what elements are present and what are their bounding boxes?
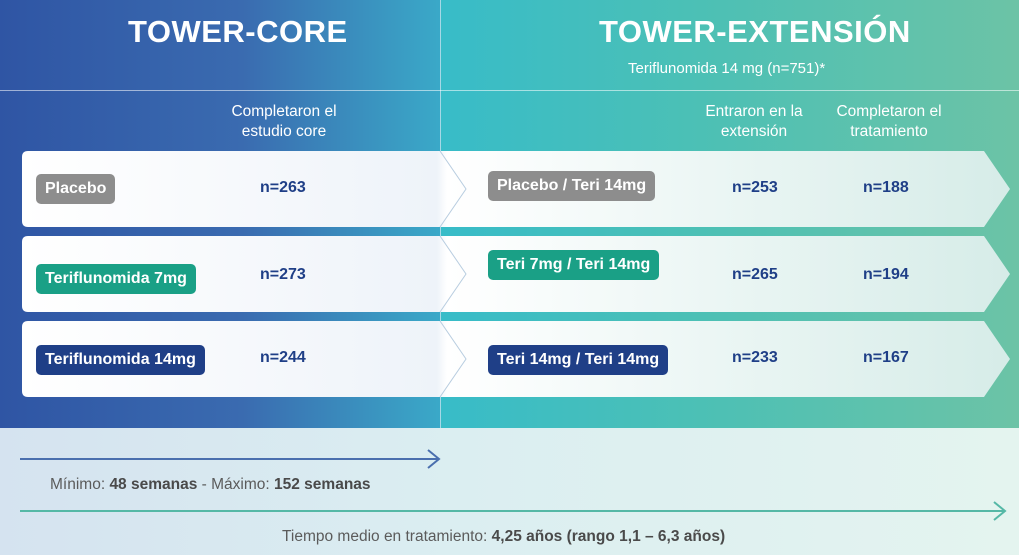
core-duration-arrow bbox=[20, 449, 441, 469]
core-max-value: 152 semanas bbox=[274, 476, 371, 493]
header-divider bbox=[0, 90, 1019, 91]
ext-arm-label: Teri 7mg / Teri 14mg bbox=[488, 250, 660, 280]
arm-row-teri-14mg: Teriflunomida 14mg n=244 Teri 14mg / Ter… bbox=[22, 321, 1012, 397]
arm-row-teri-7mg: Teriflunomida 7mg n=273 Teri 7mg / Teri … bbox=[22, 236, 1012, 312]
ext-arm-label: Teri 14mg / Teri 14mg bbox=[488, 345, 669, 375]
core-completed-count: n=273 bbox=[260, 266, 306, 283]
ext-completed-header: Completaron el tratamiento bbox=[836, 103, 942, 140]
core-min-value: 48 semanas bbox=[109, 476, 198, 493]
ext-entered-header: Entraron en la extensión bbox=[705, 103, 803, 140]
arm-row-placebo: Placebo n=263 Placebo / Teri 14mg n=253 … bbox=[22, 151, 1012, 227]
extension-duration-arrow bbox=[20, 501, 1007, 521]
ext-arm-label: Placebo / Teri 14mg bbox=[488, 171, 656, 201]
timeline-panel bbox=[0, 428, 1019, 555]
core-title: TOWER-CORE bbox=[128, 14, 348, 49]
ext-entered-count: n=233 bbox=[732, 349, 778, 366]
core-duration-text: Mínimo: 48 semanas - Máximo: 152 semanas bbox=[50, 476, 371, 494]
core-completed-header: Completaron el estudio core bbox=[231, 103, 337, 140]
core-max-label: - Máximo: bbox=[201, 476, 270, 493]
core-min-label: Mínimo: bbox=[50, 476, 106, 493]
ext-completed-count: n=167 bbox=[863, 349, 909, 366]
ext-duration-label: Tiempo medio en tratamiento: bbox=[282, 528, 488, 545]
extension-duration-text: Tiempo medio en tratamiento: 4,25 años (… bbox=[282, 528, 725, 546]
core-arm-label: Teriflunomida 14mg bbox=[36, 345, 205, 375]
core-completed-count: n=263 bbox=[260, 179, 306, 196]
core-completed-count: n=244 bbox=[260, 349, 306, 366]
ext-completed-count: n=188 bbox=[863, 179, 909, 196]
extension-subtitle: Teriflunomida 14 mg (n=751)* bbox=[628, 60, 826, 77]
ext-completed-count: n=194 bbox=[863, 266, 909, 283]
extension-title: TOWER-EXTENSIÓN bbox=[599, 14, 911, 49]
ext-duration-value: 4,25 años (rango 1,1 – 6,3 años) bbox=[491, 528, 726, 545]
ext-entered-count: n=253 bbox=[732, 179, 778, 196]
ext-entered-count: n=265 bbox=[732, 266, 778, 283]
core-arm-label: Placebo bbox=[36, 174, 116, 204]
core-arm-label: Teriflunomida 7mg bbox=[36, 264, 196, 294]
